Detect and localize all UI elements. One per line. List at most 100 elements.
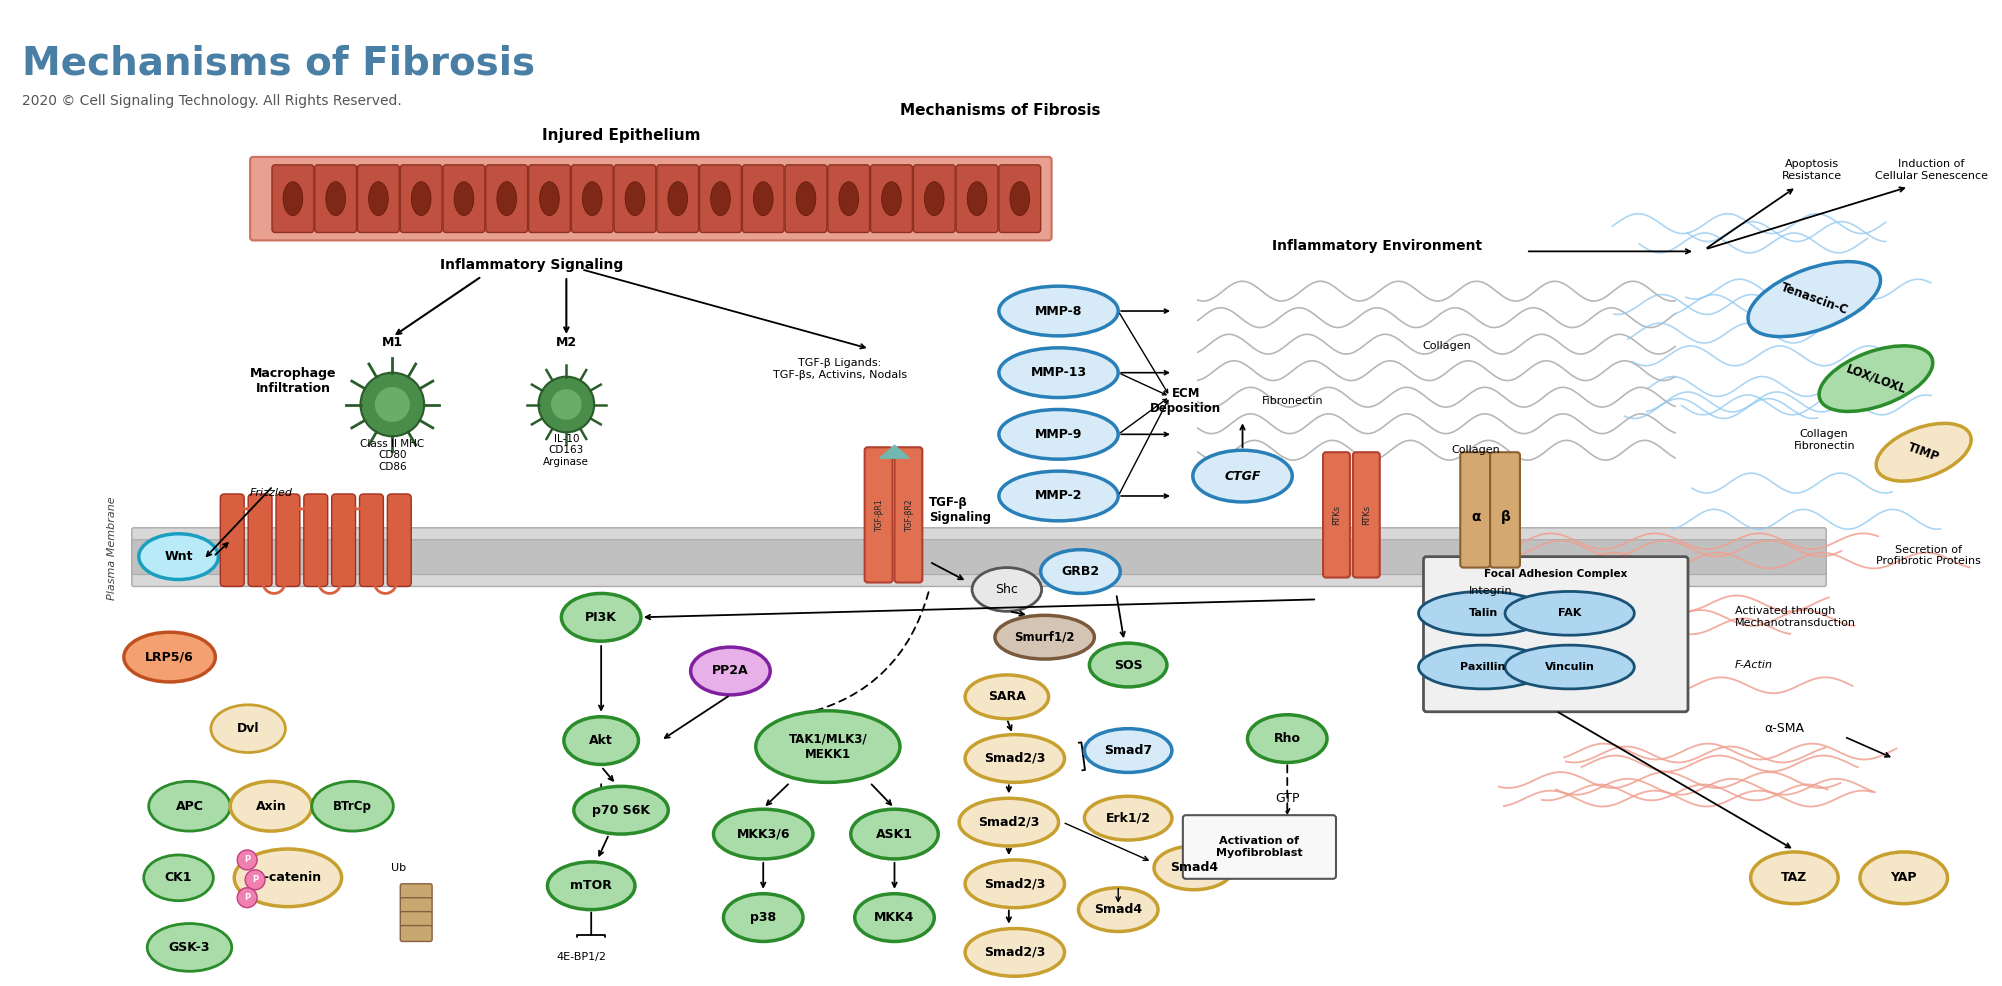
Text: PI3K: PI3K <box>585 610 617 624</box>
Ellipse shape <box>368 181 388 216</box>
FancyBboxPatch shape <box>913 165 955 233</box>
Text: ASK1: ASK1 <box>877 827 913 841</box>
FancyBboxPatch shape <box>250 157 1051 241</box>
Ellipse shape <box>1153 846 1233 889</box>
Text: PP2A: PP2A <box>713 665 749 677</box>
FancyBboxPatch shape <box>304 494 328 587</box>
FancyBboxPatch shape <box>1459 453 1489 568</box>
FancyBboxPatch shape <box>360 494 384 587</box>
Ellipse shape <box>565 717 639 764</box>
Text: GSK-3: GSK-3 <box>168 941 210 953</box>
FancyBboxPatch shape <box>1183 815 1335 879</box>
Text: TGF-β Ligands:
TGF-βs, Activins, Nodals: TGF-β Ligands: TGF-βs, Activins, Nodals <box>773 358 907 380</box>
FancyBboxPatch shape <box>314 165 356 233</box>
Text: 2020 © Cell Signaling Technology. All Rights Reserved.: 2020 © Cell Signaling Technology. All Ri… <box>22 95 402 108</box>
Text: TAK1/MLK3/
MEKK1: TAK1/MLK3/ MEKK1 <box>789 733 867 760</box>
Text: β-catenin: β-catenin <box>254 872 320 884</box>
Text: CK1: CK1 <box>164 872 192 884</box>
Text: Collagen: Collagen <box>1421 341 1471 351</box>
Ellipse shape <box>144 855 214 900</box>
Text: Tenascin-C: Tenascin-C <box>1778 281 1850 317</box>
Text: ECM
Deposition: ECM Deposition <box>1151 387 1221 414</box>
Text: mTOR: mTOR <box>571 880 613 892</box>
Circle shape <box>374 387 410 422</box>
Text: SOS: SOS <box>1113 659 1143 671</box>
Text: M2: M2 <box>557 336 577 349</box>
Ellipse shape <box>839 181 859 216</box>
Ellipse shape <box>148 924 232 971</box>
Text: P: P <box>244 856 250 865</box>
Ellipse shape <box>583 181 603 216</box>
Text: Class II MHC
CD80
CD86: Class II MHC CD80 CD86 <box>360 439 424 472</box>
Text: Smad2/3: Smad2/3 <box>985 752 1045 765</box>
Ellipse shape <box>561 594 641 641</box>
Text: LOX/LOXL: LOX/LOXL <box>1844 362 1908 395</box>
Text: Smad7: Smad7 <box>1105 744 1153 757</box>
Text: Activated through
Mechanotransduction: Activated through Mechanotransduction <box>1734 606 1856 628</box>
Ellipse shape <box>234 849 342 907</box>
Text: SARA: SARA <box>987 690 1025 703</box>
Circle shape <box>360 373 424 437</box>
Ellipse shape <box>312 781 392 831</box>
FancyBboxPatch shape <box>276 494 300 587</box>
Ellipse shape <box>1419 645 1548 689</box>
Text: Inflammatory Environment: Inflammatory Environment <box>1271 240 1481 253</box>
FancyBboxPatch shape <box>442 165 484 233</box>
FancyBboxPatch shape <box>132 528 1826 587</box>
Ellipse shape <box>669 181 687 216</box>
Text: LRP5/6: LRP5/6 <box>146 651 194 664</box>
Text: p38: p38 <box>751 911 777 924</box>
Text: YAP: YAP <box>1890 872 1918 884</box>
FancyBboxPatch shape <box>1353 453 1379 578</box>
Ellipse shape <box>496 181 517 216</box>
Ellipse shape <box>1009 181 1029 216</box>
FancyBboxPatch shape <box>571 165 613 233</box>
FancyBboxPatch shape <box>957 165 997 233</box>
Text: M1: M1 <box>382 336 402 349</box>
Text: P: P <box>252 876 258 884</box>
Text: Wnt: Wnt <box>164 550 192 563</box>
Text: Talin: Talin <box>1469 608 1497 618</box>
Text: Ub: Ub <box>390 863 406 873</box>
Ellipse shape <box>1079 887 1157 932</box>
Text: Inflammatory Signaling: Inflammatory Signaling <box>440 258 623 272</box>
FancyBboxPatch shape <box>486 165 529 233</box>
FancyBboxPatch shape <box>743 165 785 233</box>
Text: MKK4: MKK4 <box>875 911 915 924</box>
Text: Akt: Akt <box>589 735 613 747</box>
Ellipse shape <box>973 568 1041 611</box>
Ellipse shape <box>1089 643 1167 687</box>
Ellipse shape <box>410 181 430 216</box>
Text: P: P <box>244 893 250 902</box>
Ellipse shape <box>1247 715 1327 762</box>
Polygon shape <box>879 446 909 458</box>
Text: Apoptosis
Resistance: Apoptosis Resistance <box>1782 159 1842 180</box>
FancyBboxPatch shape <box>332 494 356 587</box>
FancyBboxPatch shape <box>529 165 571 233</box>
Text: α-SMA: α-SMA <box>1764 722 1804 736</box>
Ellipse shape <box>575 787 669 834</box>
FancyBboxPatch shape <box>400 926 432 942</box>
Text: Rho: Rho <box>1273 733 1301 745</box>
Ellipse shape <box>965 929 1065 976</box>
Ellipse shape <box>1193 451 1291 502</box>
Text: Smurf1/2: Smurf1/2 <box>1015 631 1075 644</box>
FancyBboxPatch shape <box>1423 557 1688 712</box>
Text: Collagen
Fibronectin: Collagen Fibronectin <box>1794 430 1856 452</box>
Text: MMP-9: MMP-9 <box>1035 428 1083 441</box>
Ellipse shape <box>965 735 1065 782</box>
Text: Smad2/3: Smad2/3 <box>985 878 1045 890</box>
Text: Collagen: Collagen <box>1451 446 1502 456</box>
Text: Smad4: Smad4 <box>1095 903 1143 916</box>
Text: Erk1/2: Erk1/2 <box>1105 811 1151 824</box>
Ellipse shape <box>138 533 218 580</box>
Text: RTKs: RTKs <box>1361 505 1371 525</box>
Text: TGF-β
Signaling: TGF-β Signaling <box>929 496 991 524</box>
Ellipse shape <box>999 409 1119 459</box>
Ellipse shape <box>713 810 813 859</box>
Text: Mechanisms of Fibrosis: Mechanisms of Fibrosis <box>22 44 537 83</box>
Ellipse shape <box>723 893 803 942</box>
Text: Mechanisms of Fibrosis: Mechanisms of Fibrosis <box>899 103 1101 117</box>
Text: Injured Epithelium: Injured Epithelium <box>543 127 701 143</box>
Ellipse shape <box>230 781 312 831</box>
